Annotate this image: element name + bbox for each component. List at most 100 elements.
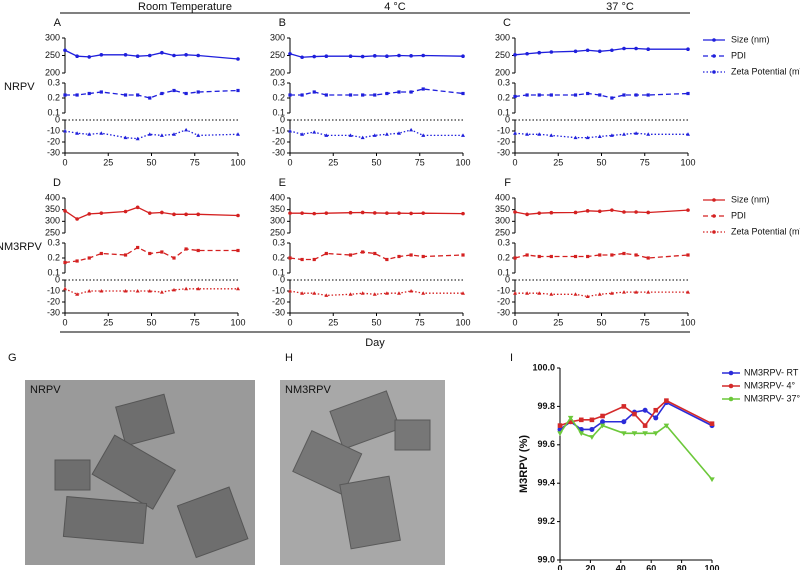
marker (610, 253, 614, 257)
marker (461, 91, 465, 96)
marker (136, 93, 140, 97)
marker (409, 211, 413, 216)
marker (652, 431, 659, 437)
marker (63, 129, 67, 133)
series-line (559, 416, 713, 480)
marker (622, 251, 626, 256)
marker (123, 93, 128, 97)
marker (136, 245, 140, 250)
marker (372, 54, 377, 58)
series-line (290, 88, 464, 96)
x-tick-label: 75 (415, 317, 425, 327)
row-label: NRPV (4, 81, 35, 93)
x-tick-label: 25 (103, 157, 113, 167)
marker (87, 91, 91, 96)
marker (172, 53, 176, 58)
series-line (289, 53, 464, 58)
column-title: 37 °C (606, 1, 634, 13)
marker (288, 129, 292, 133)
column-title: Room Temperature (138, 1, 232, 13)
marker (236, 248, 240, 253)
marker (87, 212, 92, 216)
marker (599, 423, 606, 429)
x-tick-label: 25 (553, 317, 563, 327)
marker (99, 211, 104, 215)
marker (513, 256, 517, 260)
row-label: NM3RPV (0, 241, 43, 253)
marker (300, 132, 305, 136)
marker (653, 415, 659, 421)
marker (622, 93, 626, 97)
y-tick-label: 0 (280, 274, 285, 284)
series-line (289, 251, 464, 261)
marker (348, 54, 353, 58)
marker (537, 93, 541, 97)
y-tick-label: 100.0 (532, 362, 555, 372)
x-tick-label: 50 (596, 157, 606, 167)
marker (148, 96, 152, 100)
marker (585, 48, 590, 53)
marker (63, 93, 67, 97)
x-tick-label: 75 (190, 317, 200, 327)
x-tick-label: 80 (677, 563, 687, 570)
marker (172, 88, 176, 93)
marker (634, 210, 638, 214)
marker (300, 291, 305, 295)
y-tick-label: -30 (497, 307, 510, 317)
x-tick-label: 50 (146, 317, 156, 327)
marker (236, 88, 240, 93)
y-tick-label: -10 (497, 285, 510, 295)
marker (621, 290, 626, 294)
y-tick-label: 0.1 (47, 107, 60, 117)
marker (360, 210, 365, 215)
marker (63, 286, 67, 291)
marker (196, 248, 200, 253)
marker (573, 93, 578, 97)
marker (288, 256, 292, 260)
marker (87, 256, 91, 260)
marker (585, 294, 590, 298)
marker (610, 208, 614, 212)
marker (578, 417, 584, 423)
series-line (515, 291, 688, 298)
marker (634, 46, 638, 51)
marker (236, 132, 240, 136)
marker (461, 253, 465, 257)
y-tick-label: 0.2 (497, 252, 510, 262)
marker (631, 431, 638, 437)
x-tick-label: 100 (230, 157, 245, 167)
series-line (64, 246, 238, 264)
marker (312, 211, 317, 216)
marker (288, 211, 292, 215)
y-tick-label: 99.6 (537, 439, 555, 449)
marker (409, 253, 413, 257)
series-line (514, 47, 688, 56)
marker (99, 289, 104, 293)
x-tick-label: 60 (646, 563, 656, 570)
marker (461, 54, 465, 58)
marker (184, 212, 188, 217)
marker (621, 404, 627, 409)
y-tick-label: 0 (505, 274, 510, 284)
y-tick-label: 0.3 (47, 237, 60, 247)
series-line (514, 252, 689, 259)
legend-label: PDI (731, 50, 746, 60)
y-tick-label: 350 (495, 204, 510, 214)
marker (147, 132, 152, 136)
marker (686, 290, 690, 294)
marker (396, 131, 401, 135)
marker (300, 55, 304, 60)
y-tick-label: 0 (280, 114, 285, 124)
panel-letter: H (285, 352, 293, 364)
marker (537, 211, 542, 215)
x-tick-label: 50 (596, 317, 606, 327)
y-tick-label: 400 (495, 192, 510, 202)
marker (632, 411, 637, 417)
marker (585, 135, 590, 140)
marker (159, 290, 164, 294)
x-tick-label: 25 (328, 317, 338, 327)
marker (288, 289, 292, 293)
legend-label: NM3RPV- 4° (744, 380, 796, 390)
marker (196, 212, 201, 217)
marker (99, 53, 104, 57)
